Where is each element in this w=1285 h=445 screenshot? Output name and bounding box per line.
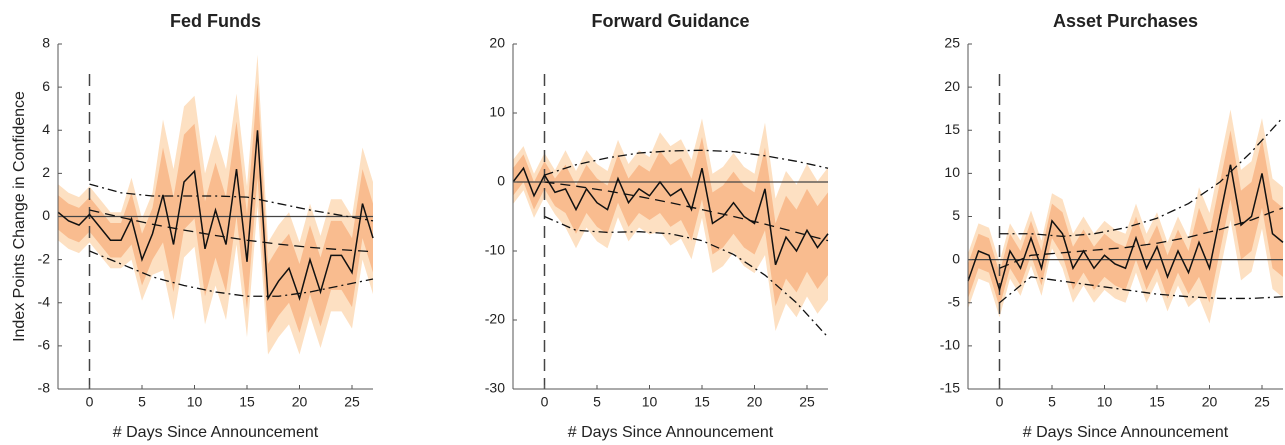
y-tick-label: 10 bbox=[489, 104, 505, 120]
trend-line bbox=[544, 181, 829, 242]
y-tick-label: -30 bbox=[485, 380, 505, 396]
x-tick-label: 10 bbox=[642, 394, 658, 410]
x-axis-label: # Days Since Announcement bbox=[113, 424, 319, 441]
confidence-band bbox=[968, 130, 1283, 308]
x-tick-label: 0 bbox=[86, 394, 94, 410]
chart-title: Fed Funds bbox=[170, 11, 261, 31]
y-tick-label: -10 bbox=[940, 337, 960, 353]
x-tick-label: 20 bbox=[292, 394, 308, 410]
estimate-line bbox=[512, 166, 829, 266]
trend-line bbox=[999, 276, 1284, 304]
panel: Asset Purchases # Days Since Announcement… bbox=[940, 11, 1284, 441]
confidence-band bbox=[513, 137, 828, 307]
y-axis-label: Index Points Change in Confidence bbox=[11, 91, 28, 342]
y-tick-label: -10 bbox=[485, 242, 505, 258]
y-tick-label: 6 bbox=[42, 78, 50, 94]
y-tick-label: -15 bbox=[940, 380, 960, 396]
x-tick-label: 5 bbox=[1048, 394, 1056, 410]
y-tick-label: -20 bbox=[485, 311, 505, 327]
y-tick-label: 25 bbox=[944, 35, 960, 51]
chart-title: Asset Purchases bbox=[1053, 11, 1198, 31]
x-tick-label: 25 bbox=[344, 394, 360, 410]
x-tick-label: 5 bbox=[138, 394, 146, 410]
trend-line bbox=[89, 209, 374, 253]
y-tick-label: -8 bbox=[38, 380, 51, 396]
panel: Fed Funds # Days Since Announcement Index … bbox=[11, 11, 374, 441]
chart-title: Forward Guidance bbox=[591, 11, 749, 31]
trend-line bbox=[999, 207, 1284, 269]
x-tick-label: 10 bbox=[1097, 394, 1113, 410]
x-axis-label: # Days Since Announcement bbox=[1023, 424, 1229, 441]
x-tick-label: 15 bbox=[694, 394, 710, 410]
trend-line bbox=[89, 250, 374, 297]
x-tick-label: 25 bbox=[1254, 394, 1270, 410]
y-tick-label: 15 bbox=[944, 121, 960, 137]
y-tick-label: -2 bbox=[38, 250, 51, 266]
panel: Forward Guidance # Days Since Announcemen… bbox=[485, 11, 829, 441]
y-tick-label: 5 bbox=[952, 207, 960, 223]
y-tick-label: 0 bbox=[952, 250, 960, 266]
y-tick-label: 10 bbox=[944, 164, 960, 180]
y-tick-label: -6 bbox=[38, 337, 51, 353]
estimate-line bbox=[967, 164, 1284, 293]
y-tick-label: 4 bbox=[42, 121, 50, 137]
y-tick-label: 2 bbox=[42, 164, 50, 180]
x-tick-label: 15 bbox=[239, 394, 255, 410]
y-tick-label: 20 bbox=[489, 35, 505, 51]
x-tick-label: 10 bbox=[187, 394, 203, 410]
x-tick-label: 0 bbox=[996, 394, 1004, 410]
y-tick-label: 0 bbox=[42, 207, 50, 223]
y-tick-label: 20 bbox=[944, 78, 960, 94]
x-tick-label: 25 bbox=[799, 394, 815, 410]
y-tick-label: 0 bbox=[497, 173, 505, 189]
x-tick-label: 20 bbox=[1202, 394, 1218, 410]
estimate-line bbox=[57, 130, 374, 301]
x-tick-label: 0 bbox=[541, 394, 549, 410]
trend-line bbox=[544, 215, 829, 338]
y-tick-label: -4 bbox=[38, 293, 51, 309]
x-tick-label: 15 bbox=[1149, 394, 1165, 410]
y-tick-label: 8 bbox=[42, 35, 50, 51]
trend-line bbox=[999, 116, 1284, 237]
x-tick-label: 5 bbox=[593, 394, 601, 410]
y-tick-label: -5 bbox=[948, 293, 961, 309]
x-tick-label: 20 bbox=[747, 394, 763, 410]
x-axis-label: # Days Since Announcement bbox=[568, 424, 774, 441]
